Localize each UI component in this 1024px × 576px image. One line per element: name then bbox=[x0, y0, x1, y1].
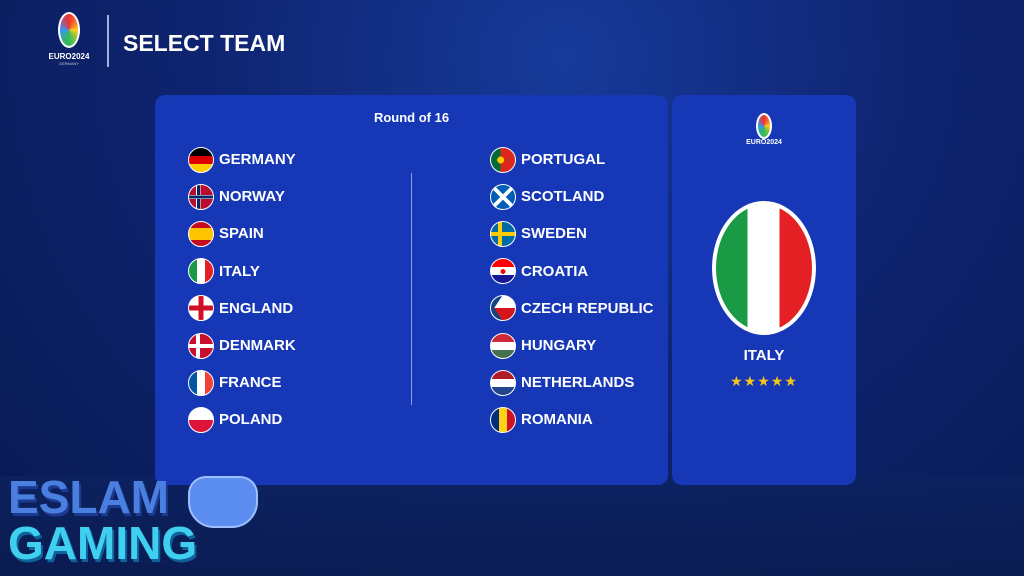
flag-croatia-icon bbox=[490, 258, 516, 285]
team-name: SWEDEN bbox=[521, 225, 587, 243]
column-divider bbox=[411, 173, 412, 405]
team-name: SCOTLAND bbox=[521, 188, 605, 206]
selected-team-name: ITALY bbox=[743, 347, 785, 364]
team-item-netherlands[interactable]: NETHERLANDS bbox=[490, 364, 654, 401]
team-item-hungary[interactable]: HUNGARY bbox=[490, 327, 654, 364]
team-item-portugal[interactable]: PORTUGAL bbox=[490, 141, 654, 178]
trophy-icon bbox=[58, 12, 80, 48]
flag-denmark-icon bbox=[188, 332, 214, 359]
team-item-czech-republic[interactable]: CZECH REPUBLIC bbox=[490, 290, 654, 327]
logo-text: EURO2024 bbox=[48, 52, 90, 61]
flag-sweden-icon bbox=[490, 220, 516, 247]
flag-scotland-icon bbox=[490, 183, 516, 210]
euro2024-logo: EURO2024 GERMANY bbox=[48, 12, 90, 66]
flag-germany-icon bbox=[188, 146, 214, 173]
team-column-left: GERMANY NORWAY SPAIN ITALY ENGLAND DENMARK FRA… bbox=[188, 141, 296, 439]
team-name: CZECH REPUBLIC bbox=[521, 299, 654, 317]
flag-romania-icon bbox=[490, 406, 516, 433]
selected-team-panel: EURO2024 ITALY ★★★★★ bbox=[672, 95, 856, 485]
watermark-line1: ESLAM bbox=[8, 471, 169, 523]
team-name: ROMANIA bbox=[521, 411, 593, 429]
trophy-icon bbox=[756, 113, 772, 139]
flag-portugal-icon bbox=[490, 146, 516, 173]
team-item-england[interactable]: ENGLAND bbox=[188, 290, 296, 327]
team-item-poland[interactable]: POLAND bbox=[188, 401, 296, 438]
flag-spain-icon bbox=[188, 220, 214, 247]
flag-hungary-icon bbox=[490, 332, 516, 359]
team-name: CROATIA bbox=[521, 262, 589, 280]
flag-italy-icon bbox=[188, 258, 214, 285]
logo-text: EURO2024 bbox=[746, 139, 782, 146]
page-title: SELECT TEAM bbox=[123, 30, 286, 56]
team-name: DENMARK bbox=[219, 337, 296, 355]
team-item-sweden[interactable]: SWEDEN bbox=[490, 215, 654, 252]
flag-norway-icon bbox=[188, 183, 214, 210]
team-name: PORTUGAL bbox=[521, 151, 606, 169]
team-item-norway[interactable]: NORWAY bbox=[188, 178, 296, 215]
team-name: POLAND bbox=[219, 411, 283, 429]
watermark-line2: GAMING bbox=[8, 517, 198, 569]
team-name: FRANCE bbox=[219, 374, 282, 392]
team-item-germany[interactable]: GERMANY bbox=[188, 141, 296, 178]
team-item-scotland[interactable]: SCOTLAND bbox=[490, 178, 654, 215]
team-item-france[interactable]: FRANCE bbox=[188, 364, 296, 401]
flag-france-icon bbox=[188, 369, 214, 396]
logo-subtext: GERMANY bbox=[58, 61, 80, 66]
pitch-background bbox=[0, 476, 1024, 576]
flag-england-icon bbox=[188, 295, 214, 322]
team-rating-stars: ★★★★★ bbox=[730, 373, 798, 389]
team-name: SPAIN bbox=[219, 225, 264, 243]
team-name: ITALY bbox=[219, 262, 260, 280]
watermark-logo: ESLAM GAMING bbox=[8, 474, 197, 566]
team-name: HUNGARY bbox=[521, 337, 597, 355]
team-column-right: PORTUGAL SCOTLAND SWEDEN CROATIA CZECH REPUB… bbox=[490, 141, 654, 439]
team-name: NETHERLANDS bbox=[521, 374, 635, 392]
flag-italy-large-icon bbox=[712, 201, 816, 335]
team-name: NORWAY bbox=[219, 188, 285, 206]
team-item-romania[interactable]: ROMANIA bbox=[490, 401, 654, 438]
team-list-panel: Round of 16 GERMANY NORWAY SPAIN ITALY ENGLA… bbox=[155, 95, 668, 485]
euro2024-logo: EURO2024 bbox=[672, 113, 856, 146]
flag-netherlands-icon bbox=[490, 369, 516, 396]
round-label: Round of 16 bbox=[373, 110, 450, 125]
flag-czech-icon bbox=[490, 295, 516, 322]
team-name: ENGLAND bbox=[219, 299, 294, 317]
team-name: GERMANY bbox=[219, 151, 296, 169]
team-item-spain[interactable]: SPAIN bbox=[188, 215, 296, 252]
team-item-denmark[interactable]: DENMARK bbox=[188, 327, 296, 364]
team-item-italy[interactable]: ITALY bbox=[188, 253, 296, 290]
gamepad-icon bbox=[188, 476, 258, 528]
team-item-croatia[interactable]: CROATIA bbox=[490, 253, 654, 290]
flag-poland-icon bbox=[188, 406, 214, 433]
header-divider bbox=[107, 15, 109, 67]
